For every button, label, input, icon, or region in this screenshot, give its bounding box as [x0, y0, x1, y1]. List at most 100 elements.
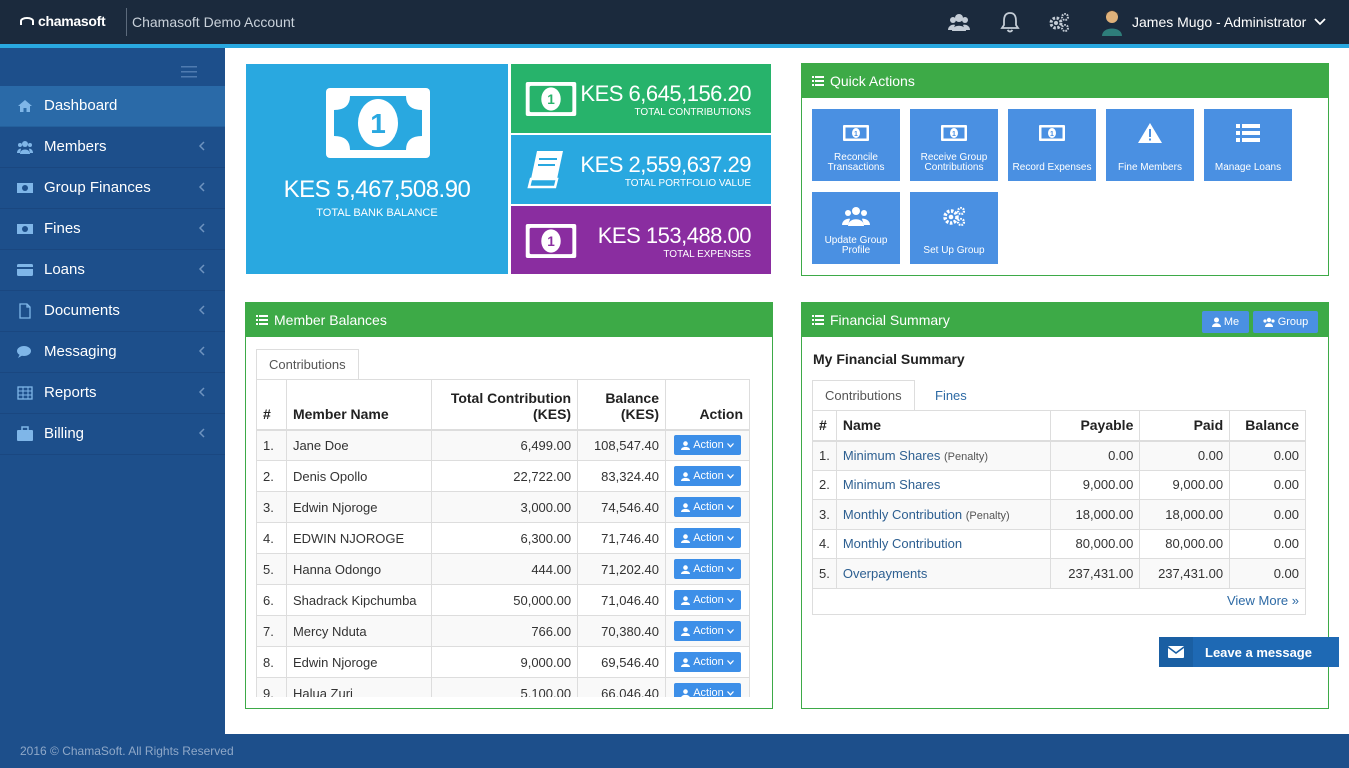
reconcile-transactions-button[interactable]: 1 Reconcile Transactions [812, 109, 900, 181]
member-name-link[interactable]: Edwin Njoroge [285, 646, 433, 678]
view-more-link[interactable]: View More » [1226, 593, 1299, 608]
penalty-tag: (Penalty) [944, 451, 989, 463]
users-icon [17, 141, 33, 154]
payable: 80,000.00 [1049, 528, 1141, 559]
sidebar-item-billing[interactable]: Billing [0, 414, 225, 455]
name-cell: Minimum Shares [835, 469, 1051, 500]
sidebar-item-group-finances[interactable]: Group Finances [0, 168, 225, 209]
action-button[interactable]: Action [674, 435, 741, 456]
action-cell: Action [665, 615, 750, 647]
receive-group-contributions-button[interactable]: 1 Receive Group Contributions [910, 109, 998, 181]
tile-total-contributions: 1 KES 6,645,156.20 TOTAL CONTRIBUTIONS [511, 64, 771, 133]
chevron-left-icon [198, 182, 205, 192]
row-number: 1. [812, 440, 837, 471]
tab-contributions[interactable]: Contributions [256, 349, 359, 380]
row-number: 2. [256, 460, 287, 492]
sidebar-item-fines[interactable]: Fines [0, 209, 225, 250]
me-button[interactable]: Me [1202, 311, 1249, 333]
row-number: 3. [812, 499, 837, 530]
contribution-name-link[interactable]: Overpayments [842, 565, 928, 581]
sidebar-item-dashboard[interactable]: Dashboard [0, 86, 225, 127]
payable: 0.00 [1049, 440, 1141, 471]
fine-members-button[interactable]: Fine Members [1106, 109, 1194, 181]
contributions-amount: KES 6,645,156.20 [580, 81, 751, 106]
total-contribution: 50,000.00 [431, 584, 579, 616]
briefcase-icon [17, 426, 33, 441]
total-contribution: 22,722.00 [431, 460, 579, 492]
footer: 2016 © ChamaSoft. All Rights Reserved [0, 734, 1349, 768]
tile-total-expenses: 1 KES 153,488.00 TOTAL EXPENSES [511, 206, 771, 274]
action-button[interactable]: Action [674, 559, 741, 579]
action-button[interactable]: Action [674, 497, 741, 517]
tab-contributions[interactable]: Contributions [812, 380, 915, 411]
quick-actions-panel: Quick Actions 1 Reconcile Transactions 1… [801, 63, 1329, 276]
sidebar-item-members[interactable]: Members [0, 127, 225, 168]
action-button[interactable]: Action [674, 621, 741, 641]
users-icon [842, 207, 870, 226]
member-name-link[interactable]: EDWIN NJOROGE [285, 522, 433, 554]
list-icon [1236, 124, 1260, 142]
bank-balance-label: TOTAL BANK BALANCE [316, 207, 438, 219]
main-content: 1 KES 5,467,508.90 TOTAL BANK BALANCE 1 … [225, 48, 1349, 734]
manage-loans-button[interactable]: Manage Loans [1204, 109, 1292, 181]
set-up-group-button[interactable]: Set Up Group [910, 192, 998, 264]
user-icon [681, 564, 691, 574]
svg-text:1: 1 [547, 92, 555, 107]
chevron-left-icon [198, 387, 205, 397]
member-name-link[interactable]: Shadrack Kipchumba [285, 584, 433, 616]
member-name-link[interactable]: Mercy Nduta [285, 615, 433, 647]
contribution-name-link[interactable]: Monthly Contribution [842, 506, 963, 522]
contribution-name-link[interactable]: Minimum Shares [842, 477, 941, 493]
contribution-name-link[interactable]: Monthly Contribution [842, 536, 963, 552]
balance: 0.00 [1229, 558, 1306, 589]
bell-icon[interactable] [999, 11, 1021, 33]
paid: 9,000.00 [1139, 469, 1231, 500]
menu-toggle-icon[interactable] [181, 66, 197, 78]
member-name-link[interactable]: Edwin Njoroge [285, 491, 433, 523]
sidebar-item-loans[interactable]: Loans [0, 250, 225, 291]
sidebar-item-messaging[interactable]: Messaging [0, 332, 225, 373]
money-icon: 1 [525, 224, 577, 258]
update-group-profile-button[interactable]: Update Group Profile [812, 192, 900, 264]
user-menu[interactable]: James Mugo - Administrator [1100, 8, 1326, 36]
action-button[interactable]: Action [674, 528, 741, 548]
gears-icon [943, 206, 966, 226]
view-more-row: View More » [812, 586, 1306, 615]
svg-text:1: 1 [854, 131, 858, 138]
action-button[interactable]: Action [674, 652, 741, 672]
group-button[interactable]: Group [1253, 311, 1318, 333]
balance: 70,380.40 [577, 615, 667, 647]
sidebar-item-documents[interactable]: Documents [0, 291, 225, 332]
list-icon [812, 76, 824, 86]
member-name-link[interactable]: Halua Zuri [285, 677, 433, 697]
user-icon [681, 688, 691, 697]
gears-icon[interactable] [1048, 11, 1070, 33]
table-row: 4. Monthly Contribution 80,000.00 80,000.0… [812, 528, 1306, 559]
payable: 18,000.00 [1049, 499, 1141, 530]
list-icon [256, 315, 268, 325]
user-icon [681, 595, 691, 605]
action-button[interactable]: Action [674, 683, 741, 697]
sidebar-item-reports[interactable]: Reports [0, 373, 225, 414]
action-button[interactable]: Action [674, 590, 741, 610]
leave-message-button[interactable]: Leave a message [1159, 637, 1339, 667]
users-icon[interactable] [948, 11, 970, 33]
action-cell: Action [665, 460, 750, 492]
balance: 74,546.40 [577, 491, 667, 523]
portfolio-label: TOTAL PORTFOLIO VALUE [624, 178, 751, 189]
balance: 69,546.40 [577, 646, 667, 678]
contribution-name-link[interactable]: Minimum Shares [842, 448, 941, 463]
users-icon [1263, 317, 1275, 327]
chevron-left-icon [198, 141, 205, 151]
tab-fines[interactable]: Fines [935, 388, 967, 403]
member-name-link[interactable]: Hanna Odongo [285, 553, 433, 585]
table-row: 1. Minimum Shares (Penalty) 0.00 0.00 0.00 [812, 440, 1306, 471]
record-expenses-button[interactable]: 1 Record Expenses [1008, 109, 1096, 181]
money-icon: 1 [941, 125, 967, 141]
member-name-link[interactable]: Jane Doe [285, 429, 433, 461]
book-icon [527, 151, 563, 189]
logo[interactable]: chamasoft [20, 13, 106, 29]
action-button[interactable]: Action [674, 466, 741, 486]
member-name-link[interactable]: Denis Opollo [285, 460, 433, 492]
logo-icon [20, 17, 34, 25]
